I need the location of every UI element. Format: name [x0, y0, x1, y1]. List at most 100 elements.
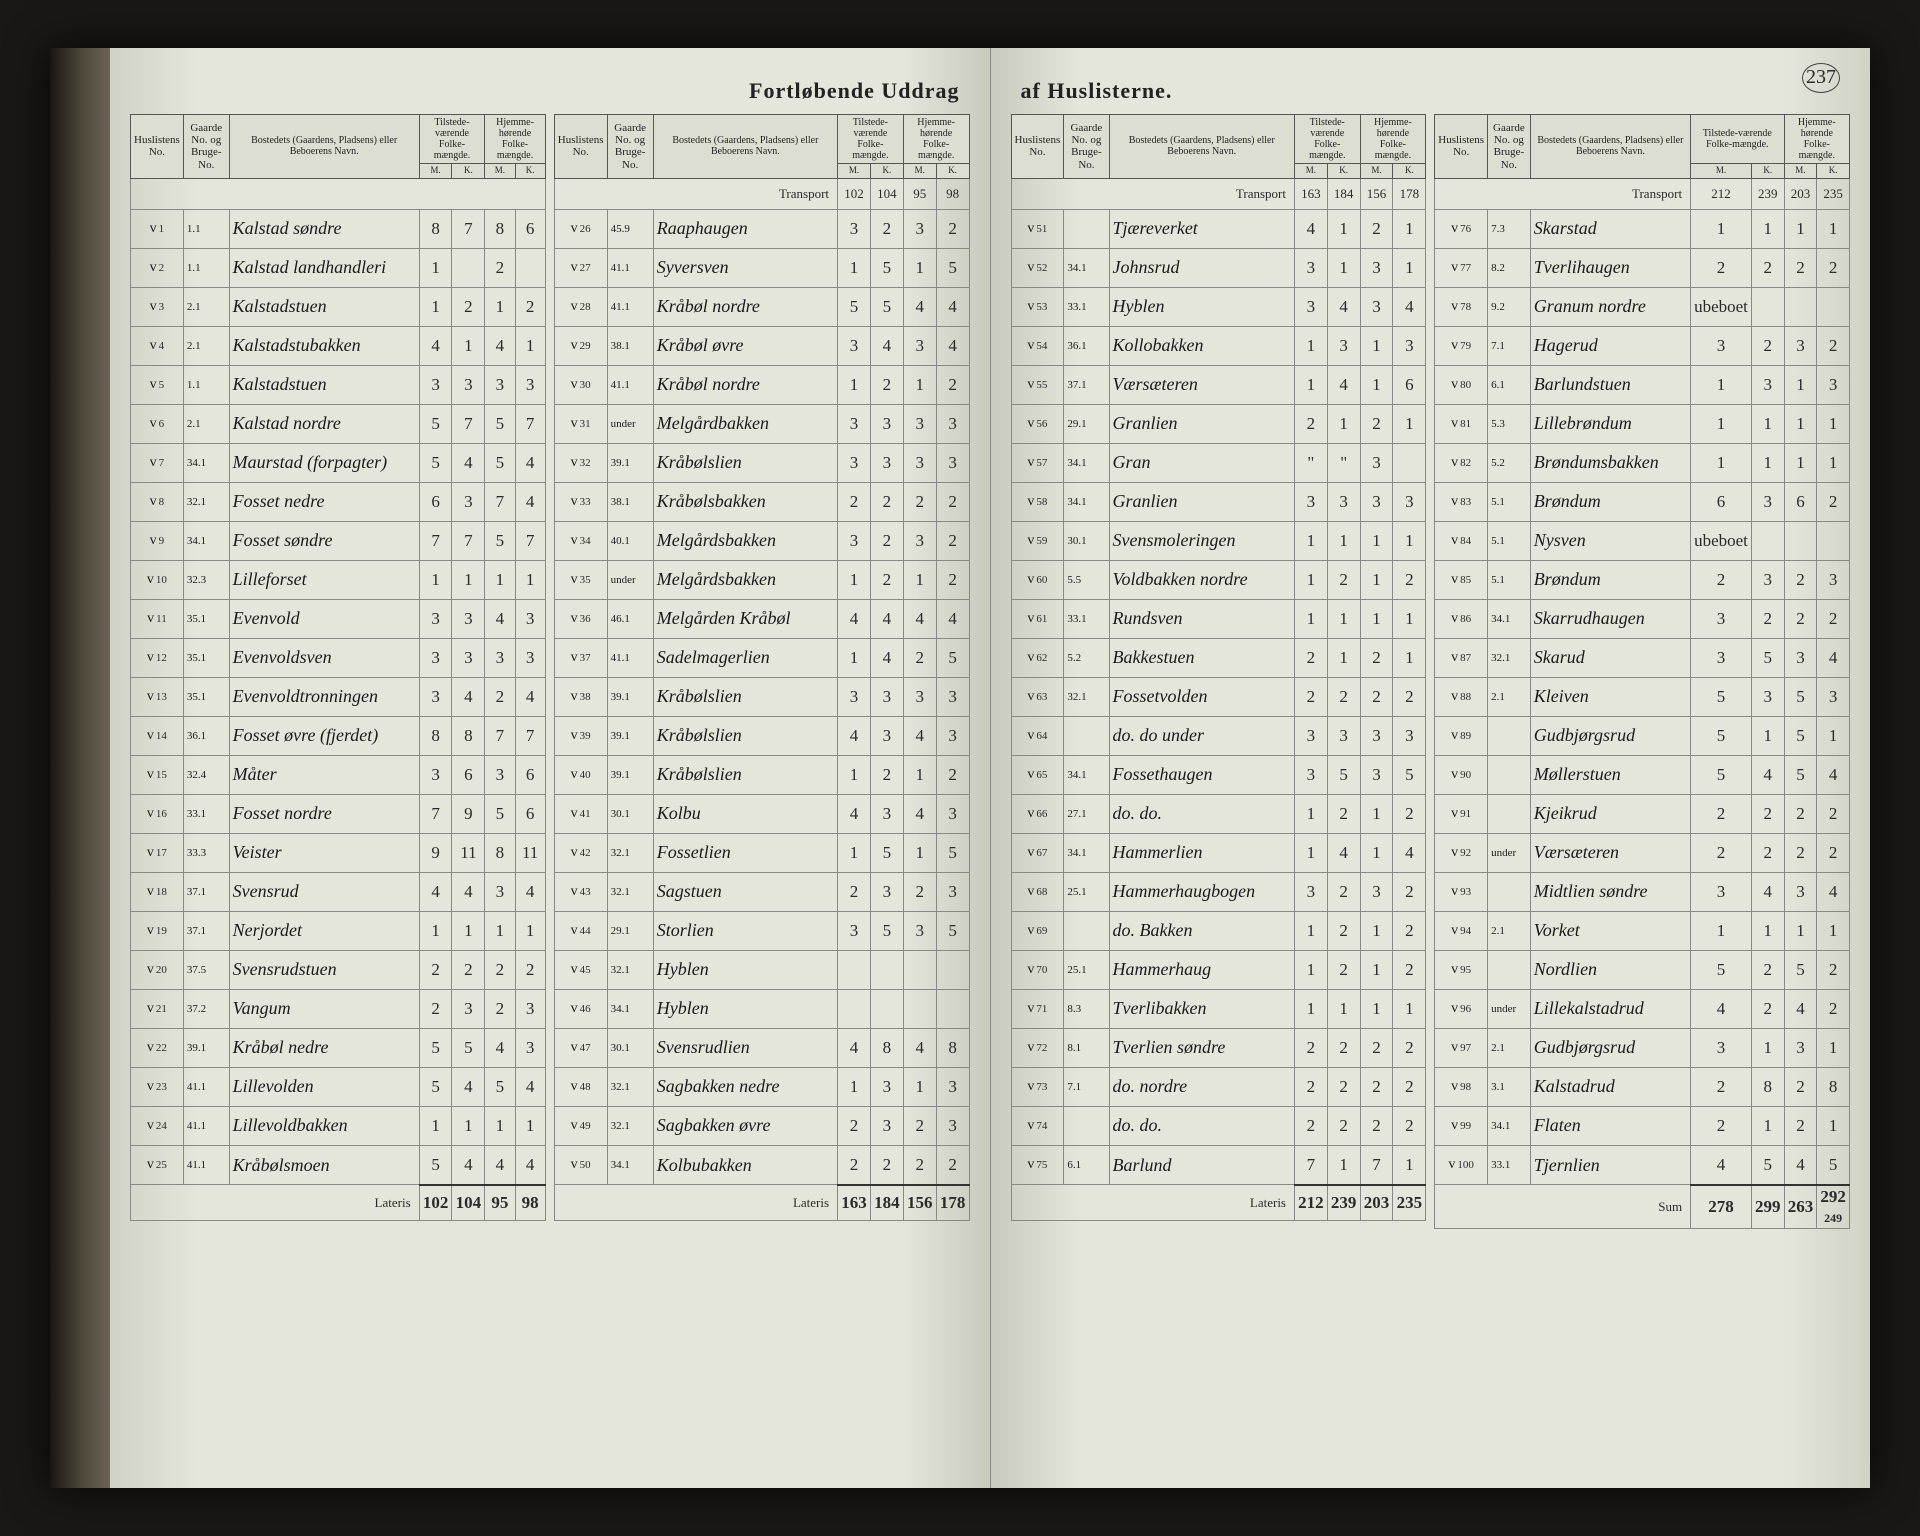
- row-number: v89: [1435, 716, 1488, 755]
- cell-hm: 5: [1784, 755, 1817, 794]
- cell-tm: 5: [1691, 677, 1752, 716]
- cell-tk: 4: [1327, 287, 1360, 326]
- cell-tk: 3: [870, 1067, 903, 1106]
- cell-hm: 3: [1360, 755, 1393, 794]
- row-number: v71: [1011, 989, 1064, 1028]
- cell-name: Brøndum: [1530, 560, 1690, 599]
- cell-gaard: 41.1: [183, 1067, 229, 1106]
- cell-tm: 1: [419, 248, 452, 287]
- row-number: v20: [131, 950, 184, 989]
- cell-gaard: 39.1: [183, 1028, 229, 1067]
- cell-name: Skarstad: [1530, 209, 1690, 248]
- row-number: v55: [1011, 365, 1064, 404]
- cell-hk: 2: [1393, 872, 1426, 911]
- cell-name: Kalstadrud: [1530, 1067, 1690, 1106]
- cell-gaard: 30.1: [607, 1028, 653, 1067]
- cell-hm: 2: [1360, 638, 1393, 677]
- table-row: v6332.1Fossetvolden2222: [1011, 677, 1426, 716]
- cell-gaard: 37.5: [183, 950, 229, 989]
- cell-gaard: 5.1: [1488, 521, 1531, 560]
- cell-name: Svensrudstuen: [229, 950, 419, 989]
- cell-hm: 1: [1784, 443, 1817, 482]
- table-row: v756.1Barlund7171: [1011, 1145, 1426, 1185]
- row-number: v35: [554, 560, 607, 599]
- cell-tm: 4: [419, 326, 452, 365]
- cell-name: do. do under: [1109, 716, 1294, 755]
- cell-name: Sagbakken nedre: [653, 1067, 837, 1106]
- cell-hm: [1784, 521, 1817, 560]
- col-hm: M.: [485, 164, 515, 179]
- cell-tk: 1: [452, 326, 485, 365]
- cell-tk: 4: [1327, 365, 1360, 404]
- cell-hk: 1: [1817, 911, 1850, 950]
- row-number: v84: [1435, 521, 1488, 560]
- cell-hm: 1: [1360, 794, 1393, 833]
- cell-hm: 3: [1784, 1028, 1817, 1067]
- table-row: v2239.1Kråbøl nedre5543: [131, 1028, 546, 1067]
- cell-gaard: under: [607, 560, 653, 599]
- cell-gaard: 29.1: [1064, 404, 1109, 443]
- cell-name: Hyblen: [653, 989, 837, 1028]
- cell-tk: 1: [1327, 638, 1360, 677]
- cell-gaard: 30.1: [1064, 521, 1109, 560]
- row-number: v96: [1435, 989, 1488, 1028]
- row-number: v29: [554, 326, 607, 365]
- cell-hk: 7: [515, 521, 545, 560]
- table-row: v3646.1Melgården Kråbøl4444: [554, 599, 969, 638]
- cell-tm: ubeboet: [1691, 287, 1752, 326]
- row-number: v95: [1435, 950, 1488, 989]
- book-spine: [50, 48, 110, 1488]
- cell-name: Kråbølslien: [653, 443, 837, 482]
- lateris-hm: 156: [903, 1185, 936, 1221]
- cell-tk: [452, 248, 485, 287]
- cell-tm: 1: [419, 560, 452, 599]
- cell-gaard: 33.1: [1064, 287, 1109, 326]
- cell-hm: [903, 950, 936, 989]
- lateris-tk: 104: [452, 1185, 485, 1221]
- cell-tk: 6: [452, 755, 485, 794]
- cell-hk: [515, 248, 545, 287]
- col-hm: M.: [1360, 164, 1393, 179]
- cell-hm: 2: [1784, 794, 1817, 833]
- cell-tm: 3: [838, 326, 871, 365]
- table-row: v1135.1Evenvold3343: [131, 599, 546, 638]
- cell-hk: 1: [1817, 1028, 1850, 1067]
- table-row: v605.5Voldbakken nordre1212: [1011, 560, 1426, 599]
- row-number: v3: [131, 287, 184, 326]
- table-row: v767.3Skarstad1111: [1435, 209, 1850, 248]
- cell-hm: 1: [1784, 365, 1817, 404]
- cell-hm: 1: [485, 560, 515, 599]
- cell-tk: 9: [452, 794, 485, 833]
- cell-tk: 3: [870, 677, 903, 716]
- cell-tk: 3: [870, 794, 903, 833]
- cell-hk: 4: [515, 1145, 545, 1185]
- table-row: v1633.1Fosset nordre7956: [131, 794, 546, 833]
- cell-hm: 2: [1360, 209, 1393, 248]
- cell-gaard: 32.1: [1064, 677, 1109, 716]
- cell-hm: 5: [1784, 677, 1817, 716]
- cell-tm: 1: [1294, 560, 1327, 599]
- row-number: v46: [554, 989, 607, 1028]
- cell-hm: 3: [903, 326, 936, 365]
- cell-name: Kolbubakken: [653, 1145, 837, 1185]
- cell-hk: 3: [936, 794, 969, 833]
- cell-gaard: 5.2: [1064, 638, 1109, 677]
- cell-gaard: 34.1: [1064, 755, 1109, 794]
- cell-tm: 3: [838, 677, 871, 716]
- cell-hm: 5: [485, 404, 515, 443]
- cell-tm: 3: [419, 755, 452, 794]
- row-number: v40: [554, 755, 607, 794]
- cell-tm: 3: [838, 911, 871, 950]
- cell-hm: 1: [1360, 989, 1393, 1028]
- cell-tm: 5: [419, 1028, 452, 1067]
- table-row: v4932.1Sagbakken øvre2323: [554, 1106, 969, 1145]
- cell-hk: 3: [515, 638, 545, 677]
- col-tk: K.: [1327, 164, 1360, 179]
- cell-gaard: 34.1: [1064, 482, 1109, 521]
- panel-4: Huslistens No.Gaarde No. og Bruge-No.Bos…: [1434, 114, 1850, 1229]
- row-number: v23: [131, 1067, 184, 1106]
- cell-gaard: 37.1: [1064, 365, 1109, 404]
- table-row: v6627.1do. do.1212: [1011, 794, 1426, 833]
- cell-tk: 3: [452, 989, 485, 1028]
- col-tilstede: Tilstede-værende Folke-mængde.: [1691, 115, 1785, 164]
